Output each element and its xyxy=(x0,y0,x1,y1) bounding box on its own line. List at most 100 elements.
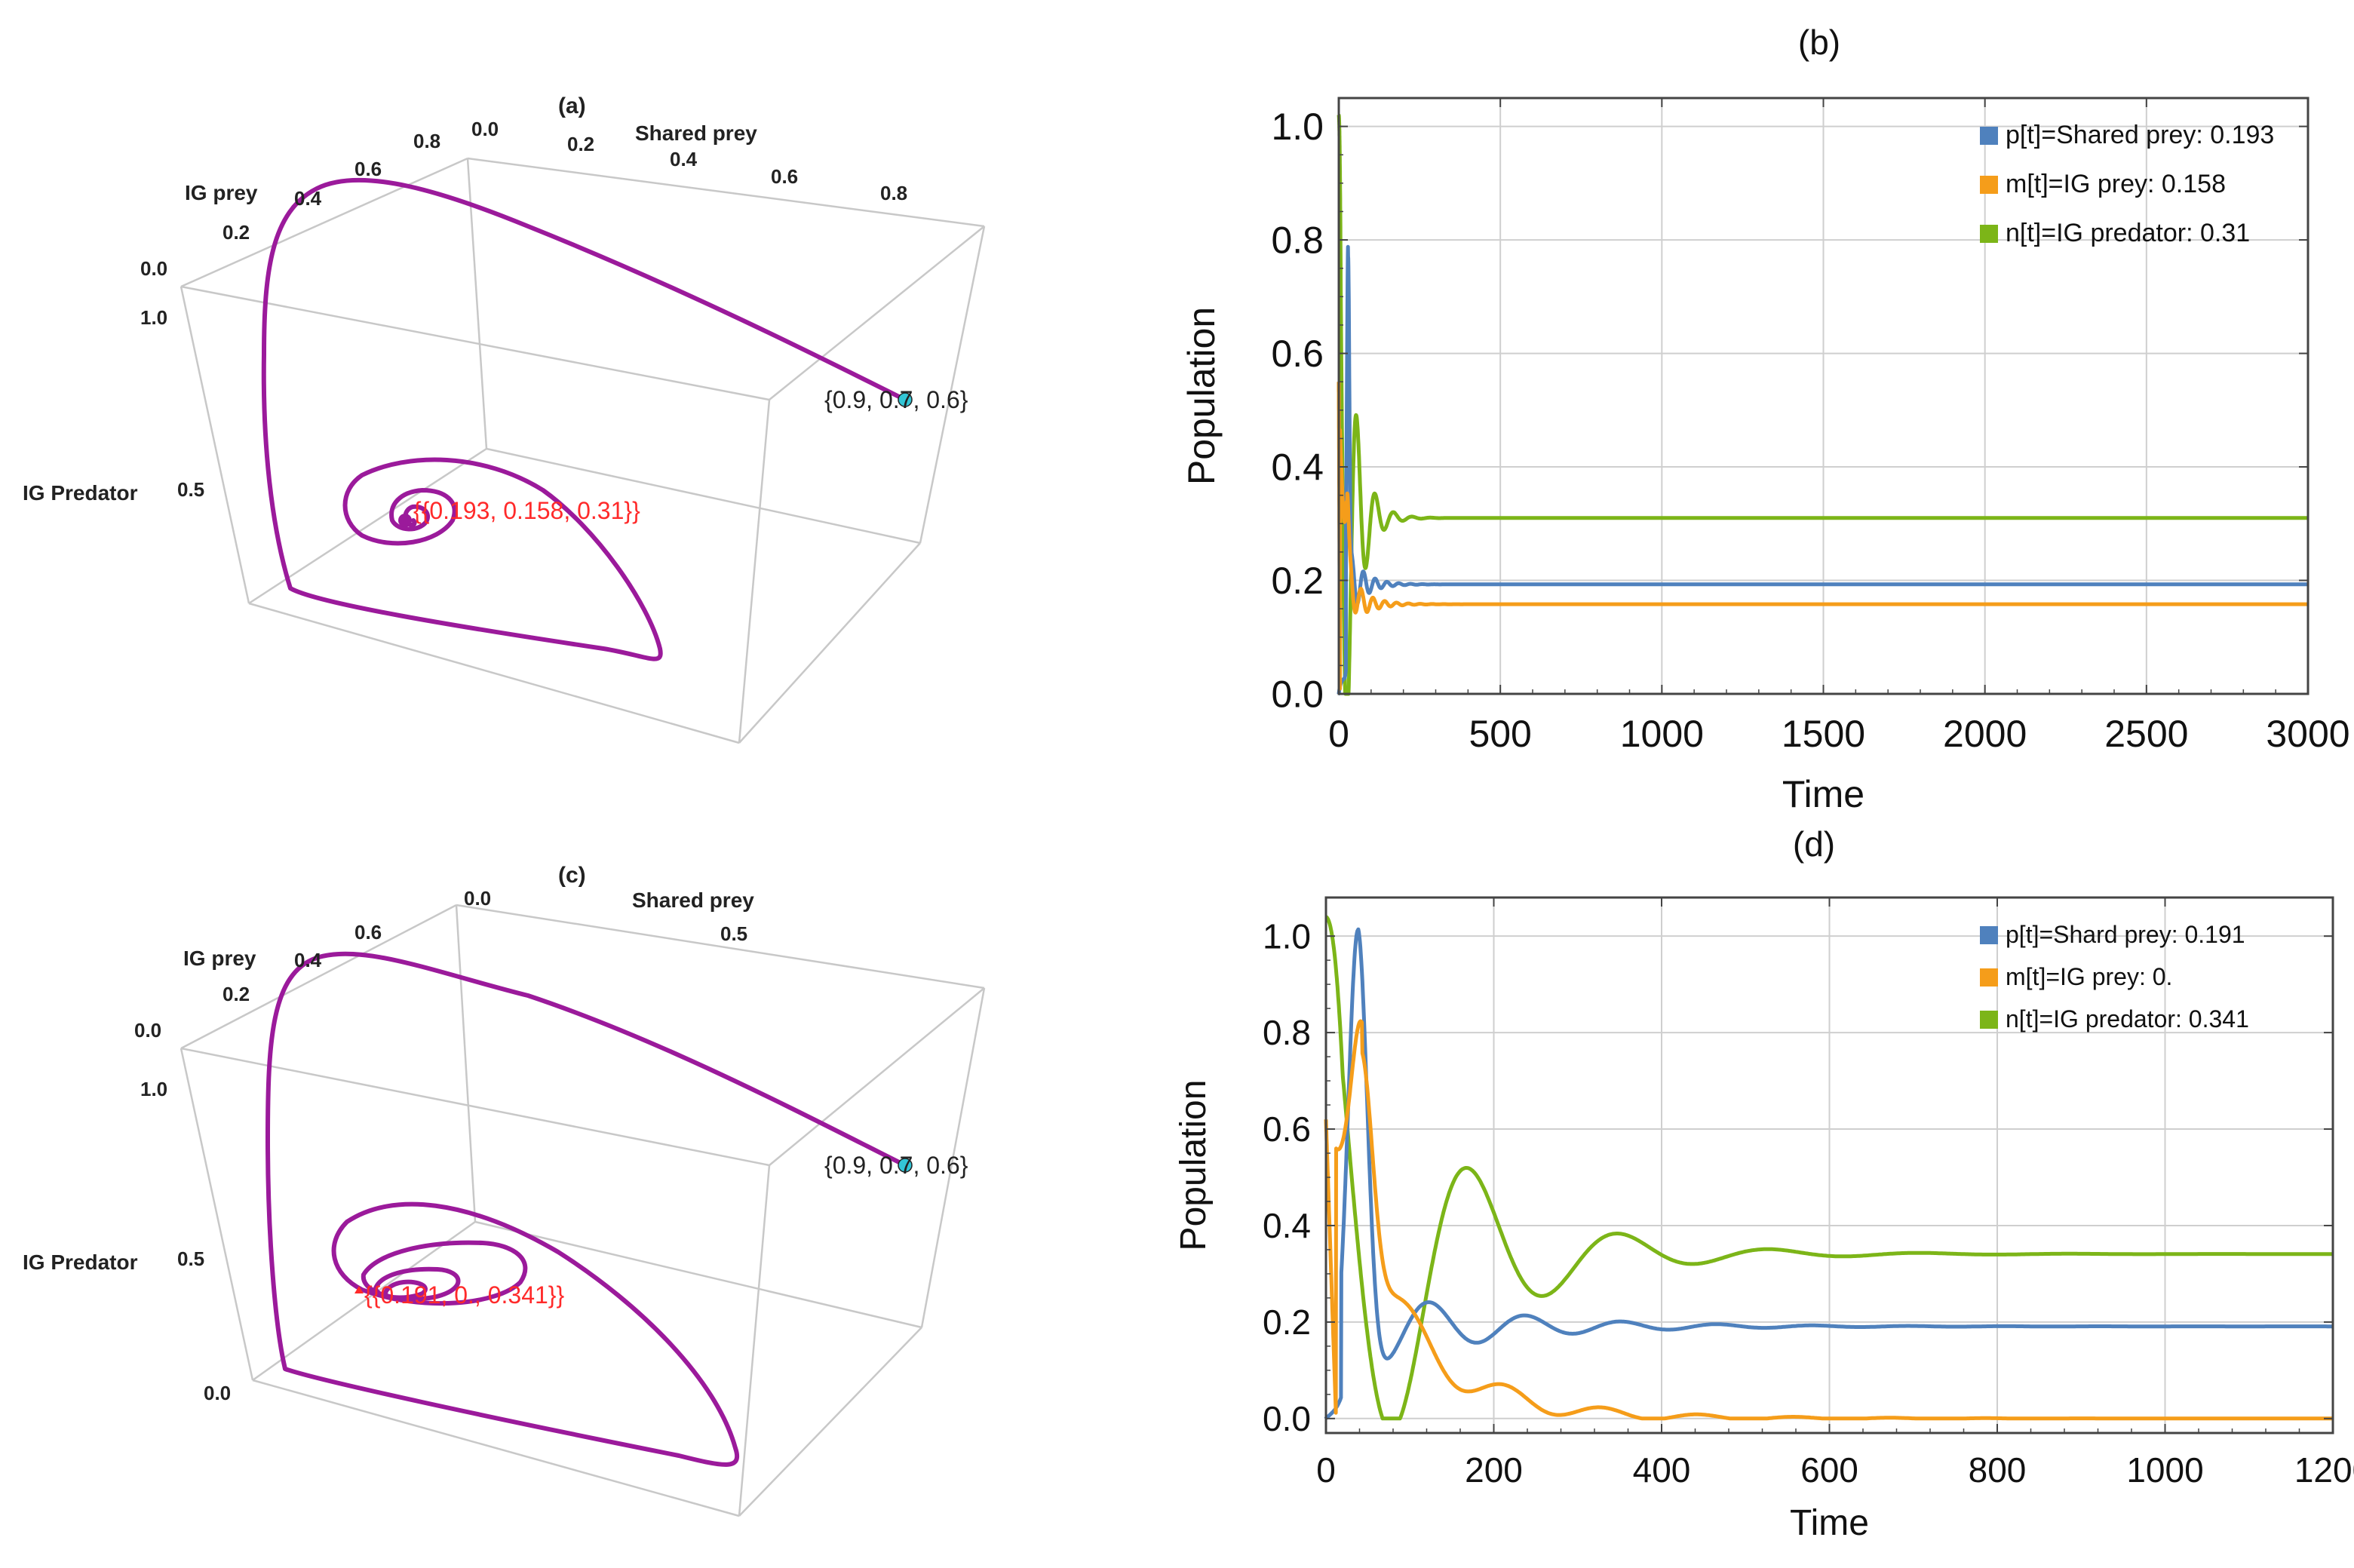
panel-b-ticks: 0 500 1000 1500 2000 2500 3000 0.0 0.2 0.4 0.6 0.8 1… xyxy=(1271,98,2350,755)
x-tick-label: 2000 xyxy=(1943,713,2027,755)
panel-b-legend: p[t]=Shared prey: 0.193 m[t]=IG prey: 0.1… xyxy=(1980,121,2274,247)
panel-c-initial-marker xyxy=(898,1158,913,1173)
panel-a-y-tick: 0.4 xyxy=(294,187,322,210)
series-line-blue xyxy=(1337,244,2308,696)
panel-c-z-label: IG Predator xyxy=(23,1250,138,1274)
panel-c-y-label: IG prey xyxy=(183,947,256,970)
panel-c-x-tick: 0.5 xyxy=(720,922,747,945)
y-tick-label: 0.8 xyxy=(1263,1013,1311,1052)
panel-c-equilibrium-marker xyxy=(354,1286,364,1293)
y-tick-label: 0.4 xyxy=(1263,1206,1311,1245)
legend-swatch xyxy=(1980,225,1998,243)
panel-a-x-tick: 0.0 xyxy=(471,118,499,140)
x-tick-label: 500 xyxy=(1469,713,1531,755)
panel-a-initial-marker xyxy=(898,392,913,407)
x-tick-label: 600 xyxy=(1800,1450,1858,1490)
panel-c-y-tick: 0.4 xyxy=(294,949,322,971)
panel-a-y-tick: 0.8 xyxy=(413,130,440,152)
legend-swatch xyxy=(1980,127,1998,145)
y-tick-label: 0.0 xyxy=(1271,674,1324,716)
legend-label: n[t]=IG predator: 0.31 xyxy=(2006,219,2250,247)
panel-a-z-tick: 1.0 xyxy=(140,306,167,329)
series-line-orange xyxy=(1337,379,2308,691)
legend-label: p[t]=Shared prey: 0.193 xyxy=(2006,121,2274,149)
panel-a-x-tick: 0.4 xyxy=(670,148,698,170)
y-tick-label: 1.0 xyxy=(1271,106,1324,148)
panel-a-x-label: Shared prey xyxy=(635,121,757,145)
panel-a-x-tick: 0.2 xyxy=(567,133,594,155)
panel-c-box xyxy=(180,904,986,1517)
x-tick-label: 800 xyxy=(1969,1450,2027,1490)
panel-a-y-tick: 0.0 xyxy=(140,257,167,280)
panel-b-title: (b) xyxy=(1798,23,1840,62)
series-line-blue xyxy=(1324,927,2334,1420)
panel-b-y-label: Population xyxy=(1180,307,1223,485)
panel-a-title: (a) xyxy=(558,94,586,118)
x-tick-label: 1500 xyxy=(1782,713,1865,755)
panel-d-title: (d) xyxy=(1793,824,1835,864)
series-line-orange xyxy=(1324,1019,2334,1421)
panel-c-y-tick: 0.0 xyxy=(134,1019,161,1042)
legend-swatch xyxy=(1980,1011,1998,1029)
legend-label: p[t]=Shard prey: 0.191 xyxy=(2006,921,2245,948)
y-tick-label: 0.2 xyxy=(1271,560,1324,602)
y-tick-label: 0.8 xyxy=(1271,219,1324,262)
series-line-green xyxy=(1324,915,2334,1421)
panel-c-trajectory xyxy=(265,951,907,1467)
y-tick-label: 0.2 xyxy=(1263,1303,1311,1342)
panel-a-y-tick: 0.2 xyxy=(223,221,250,244)
x-tick-label: 0 xyxy=(1316,1450,1336,1490)
panel-c-z-tick: 1.0 xyxy=(140,1078,167,1100)
panel-b-series xyxy=(1337,113,2308,696)
legend-swatch xyxy=(1980,926,1998,944)
legend-swatch xyxy=(1980,968,1998,987)
panel-c-z-tick: 0.0 xyxy=(204,1382,231,1404)
panel-d-legend: p[t]=Shard prey: 0.191 m[t]=IG prey: 0. n[… xyxy=(1980,921,2249,1033)
panel-c-3d-plot: {0.9, 0.7, 0.6} {{0.191, 0., 0.341}} (c)… xyxy=(23,863,986,1517)
panel-a-z-label: IG Predator xyxy=(23,481,138,505)
panel-a-x-tick: 0.6 xyxy=(771,165,798,188)
x-tick-label: 3000 xyxy=(2266,713,2349,755)
x-tick-label: 1000 xyxy=(1620,713,1704,755)
legend-label: m[t]=IG prey: 0. xyxy=(2006,963,2172,990)
panel-c-y-tick: 0.2 xyxy=(223,983,250,1005)
panel-d-x-label: Time xyxy=(1790,1503,1869,1543)
panel-c-initial-label: {0.9, 0.7, 0.6} xyxy=(824,1152,968,1179)
panel-a-box xyxy=(180,157,986,744)
panel-d-series xyxy=(1324,915,2334,1421)
legend-swatch xyxy=(1980,176,1998,194)
panel-c-x-label: Shared prey xyxy=(632,888,754,912)
legend-label: n[t]=IG predator: 0.341 xyxy=(2006,1005,2249,1033)
panel-a-trajectory xyxy=(261,177,907,661)
panel-c-z-tick: 0.5 xyxy=(177,1247,204,1270)
panel-a-y-label: IG prey xyxy=(185,181,258,204)
panel-a-equilibrium-marker xyxy=(398,514,412,527)
x-tick-label: 0 xyxy=(1328,713,1349,755)
panel-d-grid xyxy=(1325,898,2334,1433)
panel-b-x-label: Time xyxy=(1782,773,1864,815)
series-line-green xyxy=(1337,113,2308,696)
panel-a-x-tick: 0.8 xyxy=(880,182,907,204)
panel-c-x-tick: 0.0 xyxy=(464,887,491,910)
panel-c-equilibrium-label: {{0.191, 0., 0.341}} xyxy=(364,1281,564,1309)
panel-b-line-chart: (b) 0 500 1000 1500 2000 2500 3000 0.0 0.2 0.4 0.6… xyxy=(1180,23,2350,815)
y-tick-label: 0.6 xyxy=(1271,333,1324,375)
panel-c-y-tick: 0.6 xyxy=(354,921,382,944)
y-tick-label: 0.0 xyxy=(1263,1399,1311,1438)
x-tick-label: 2500 xyxy=(2104,713,2188,755)
panel-d-y-label: Population xyxy=(1174,1080,1214,1251)
panel-a-z-tick: 0.5 xyxy=(177,478,204,501)
panel-a-equilibrium-label: {{0.193, 0.158, 0.31}} xyxy=(413,497,640,524)
x-tick-label: 200 xyxy=(1465,1450,1523,1490)
x-tick-label: 1000 xyxy=(2126,1450,2203,1490)
panel-a-3d-plot: {0.9, 0.7, 0.6} {{0.193, 0.158, 0.31}} (… xyxy=(23,94,986,744)
legend-label: m[t]=IG prey: 0.158 xyxy=(2006,170,2226,198)
panel-c-title: (c) xyxy=(558,863,586,888)
x-tick-label: 400 xyxy=(1633,1450,1691,1490)
y-tick-label: 1.0 xyxy=(1263,916,1311,956)
y-tick-label: 0.4 xyxy=(1271,446,1324,489)
panel-a-initial-label: {0.9, 0.7, 0.6} xyxy=(824,386,968,413)
